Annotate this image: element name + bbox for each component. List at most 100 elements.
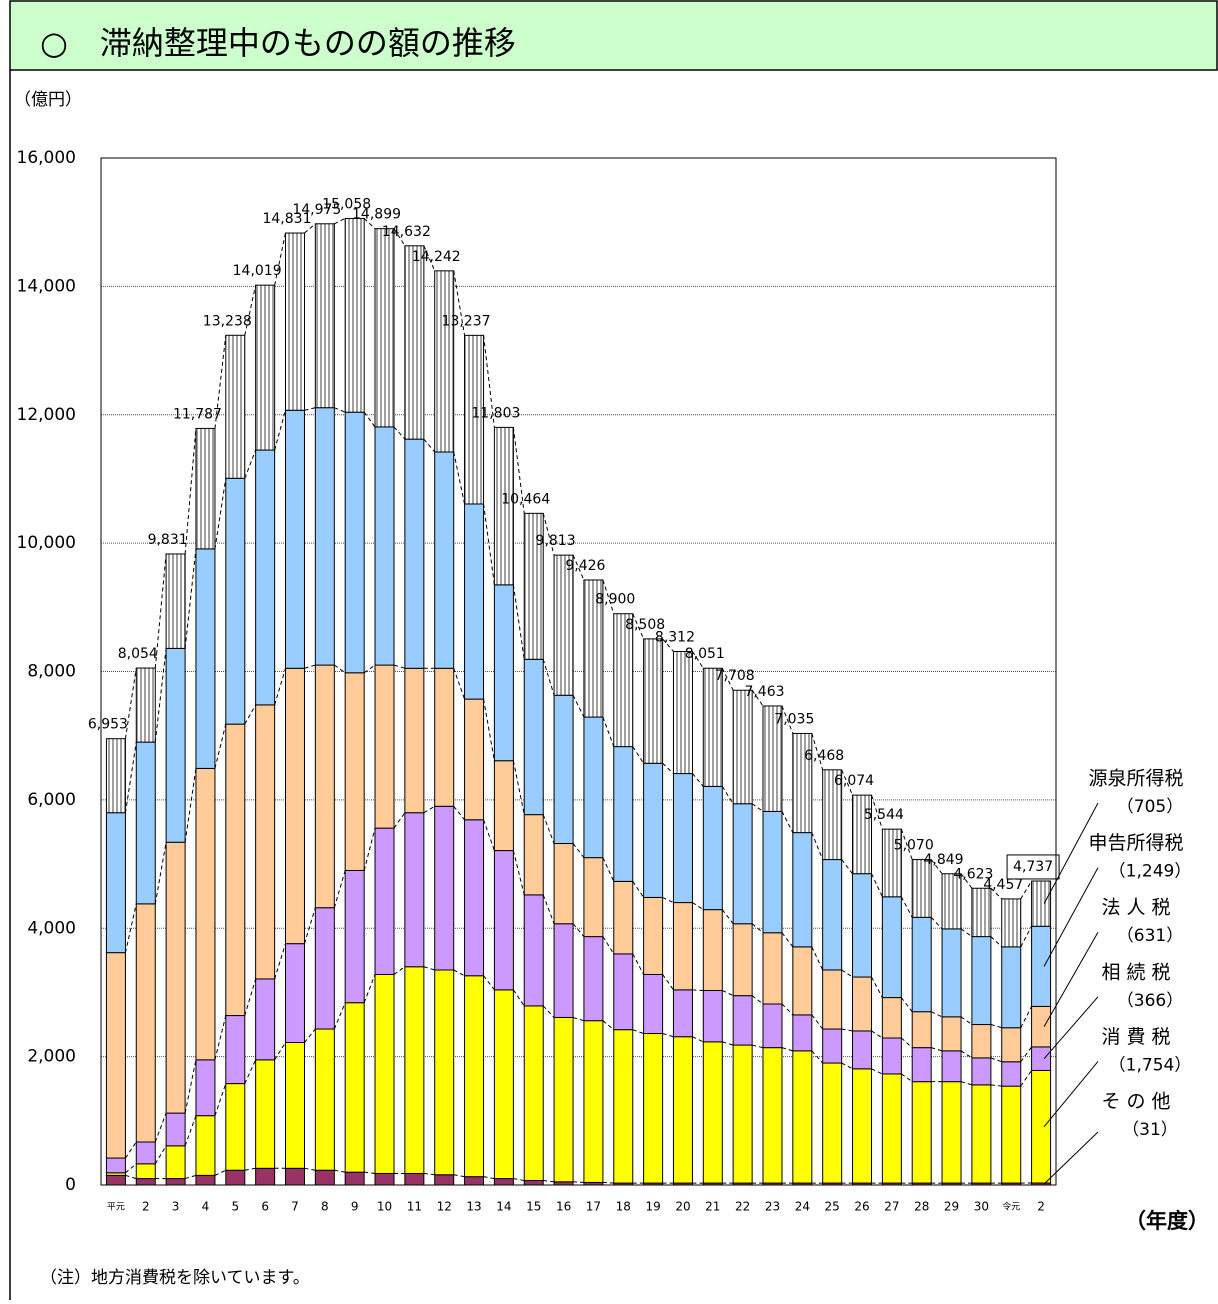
connector-line [752,1045,763,1048]
bar-segment [375,1173,394,1185]
bar-segment [942,929,961,1017]
bar-segment [703,910,722,991]
bar-segment [405,668,424,812]
x-tick-label: 23 [765,1200,780,1214]
bar-segment [315,224,334,408]
total-label: 11,803 [471,405,520,421]
bar-segment [703,668,722,786]
connector-line [543,1006,554,1018]
legend-name: 法 人 税 [1101,897,1170,919]
x-tick-label: 12 [437,1200,452,1214]
bar-segment [345,412,364,673]
x-tick-label: 26 [854,1200,869,1214]
connector-line [125,1175,136,1178]
connector-line [931,1048,942,1051]
bar-segment [763,811,782,932]
bar-segment [823,860,842,970]
bar-segment [703,991,722,1042]
bar-segment [405,246,424,439]
x-tick-label: 8 [321,1200,329,1214]
bar-segment [435,806,454,970]
connector-line [872,1069,883,1074]
bar-segment [1032,1006,1051,1047]
leader-line [1044,997,1098,1059]
y-tick-label: 10,000 [17,533,76,553]
connector-line [872,1031,883,1038]
bar-segment [882,1074,901,1183]
bar-segment [584,858,603,937]
legend-value: （705） [1117,797,1183,817]
bar-segment [972,1058,991,1085]
total-label: 14,632 [382,224,431,240]
bar-segment [763,933,782,1004]
total-label: 11,787 [173,406,222,422]
bar-segment [375,229,394,427]
y-unit: （億円） [14,90,82,110]
bar-segment [644,897,663,974]
connector-line [334,1170,345,1172]
connector-line [573,844,584,858]
bar-segment [285,1168,304,1185]
y-tick-label: 2,000 [27,1047,76,1067]
total-label: 9,813 [536,533,576,549]
connector-line [722,1042,733,1045]
connector-line [125,742,136,813]
bar-segment [673,990,692,1037]
x-tick-label: 5 [231,1200,239,1214]
bar-segment [136,1179,155,1185]
bar-segment [912,1048,931,1082]
connector-line [215,1170,226,1175]
bar-segment [136,1142,155,1164]
connector-line [961,1051,972,1058]
connector-line [424,967,435,970]
bar-segment [315,408,334,665]
x-tick-label: 9 [351,1200,359,1214]
bar-segment [166,842,185,1113]
connector-line [991,1025,1002,1028]
bar-segment [166,1146,185,1179]
connector-line [782,1004,793,1015]
bar-segment [196,1060,215,1116]
connector-line [931,1012,942,1017]
x-tick-label: 16 [556,1200,571,1214]
connector-line [394,967,405,975]
connector-line [603,717,614,747]
connector-line [633,954,644,975]
connector-line [185,549,196,648]
connector-line [931,917,942,929]
connector-line [484,1177,495,1179]
connector-line [543,659,554,695]
connector-line [812,947,823,970]
connector-line [513,761,524,815]
connector-line [872,977,883,998]
x-unit: （年度） [1125,1209,1209,1233]
bar-segment [106,1175,125,1185]
bar-segment [1002,1028,1021,1062]
connector-line [215,724,226,768]
bar-segment [315,1170,334,1185]
x-tick-label: 令元 [1002,1201,1020,1213]
connector-line [663,763,674,773]
total-label: 6,953 [88,717,128,733]
bar-segment [1032,881,1051,926]
bar-segment [823,970,842,1029]
connector-line [961,1017,972,1025]
bar-segment [673,774,692,903]
connector-line [991,1085,1002,1086]
connector-line [155,1146,166,1164]
total-label: 7,708 [715,668,755,684]
bar-segment [494,761,513,851]
bar-segment [524,815,543,895]
connector-line [842,970,853,977]
bar-segment [733,996,752,1045]
connector-line [1021,1006,1032,1027]
connector-line [334,218,345,223]
bar-segment [942,1082,961,1183]
bar-segment [1002,947,1021,1028]
bar-segment [793,1015,812,1051]
connector-line [961,929,972,937]
y-tick-label: 16,000 [17,148,76,168]
connector-line [215,1084,226,1116]
bar-segment [405,967,424,1174]
